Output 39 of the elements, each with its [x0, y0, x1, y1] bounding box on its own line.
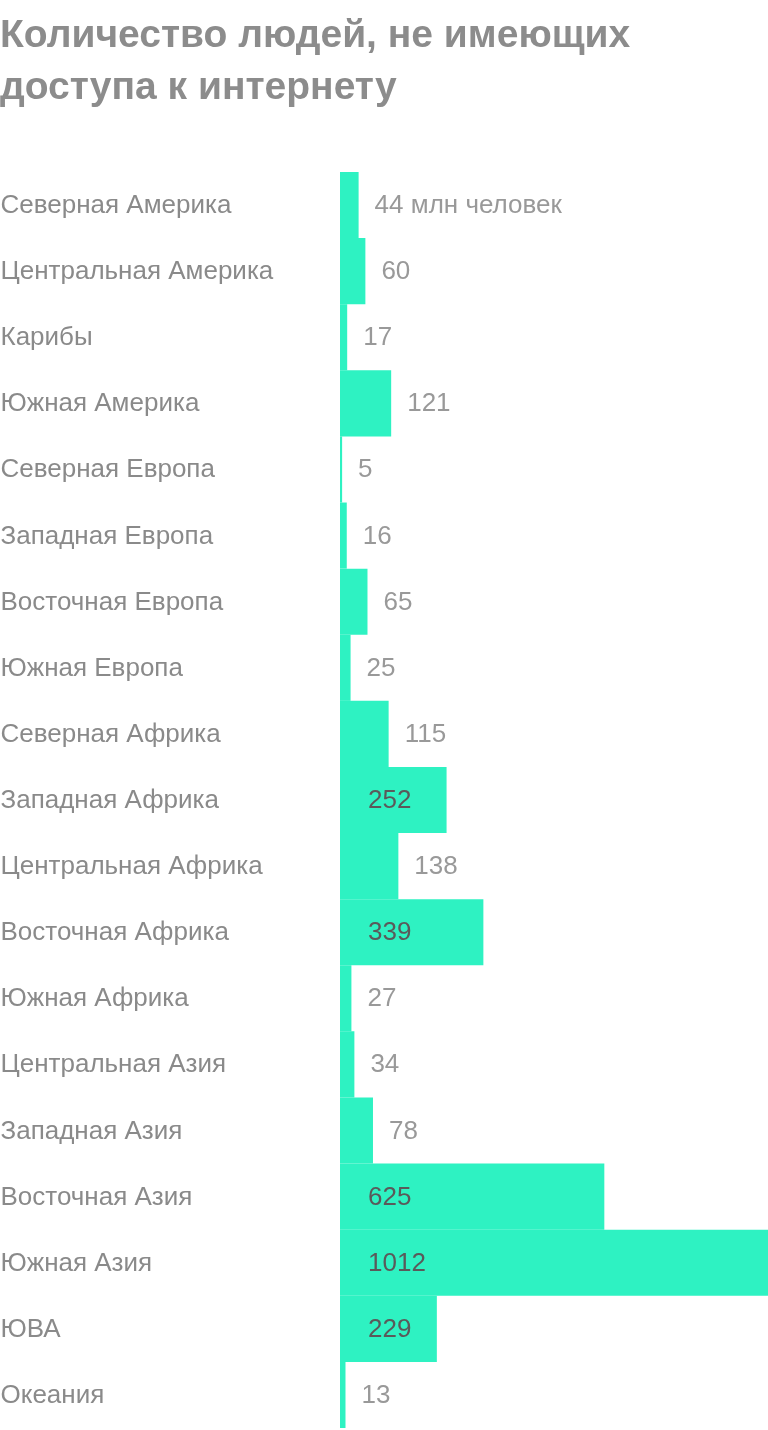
y-tick-label: Южная Америка: [0, 387, 200, 418]
y-tick-label: Северная Африка: [0, 717, 222, 748]
y-tick-label: Океания: [0, 1378, 105, 1409]
y-tick-label: Южная Европа: [0, 651, 184, 682]
chart-title: Количество людей, не имеющих доступа к интернету: [0, 11, 632, 109]
y-tick-label: Северная Европа: [0, 453, 216, 484]
data-label: 60: [381, 255, 411, 286]
y-tick-label: Восточная Европа: [0, 585, 224, 616]
data-label: 16: [362, 519, 392, 550]
y-tick-label: Карибы: [0, 321, 93, 352]
data-label: 44 млн человек: [374, 189, 563, 220]
data-label: 78: [388, 1114, 418, 1145]
data-label: 229: [368, 1312, 412, 1343]
data-label: 121: [407, 387, 451, 418]
y-tick-label: Центральная Азия: [0, 1048, 227, 1079]
data-label: 252: [368, 784, 412, 814]
data-label: 13: [361, 1378, 391, 1409]
data-label: 115: [404, 717, 447, 748]
data-label: 5: [358, 453, 373, 484]
y-tick-label: Северная Америка: [0, 189, 232, 220]
data-label: 34: [370, 1048, 400, 1079]
y-tick-label: Западная Европа: [0, 519, 214, 550]
y-tick-label: Восточная Африка: [0, 916, 230, 947]
data-label: 1012: [368, 1246, 426, 1277]
y-tick-label: Западная Азия: [0, 1114, 183, 1145]
data-label: 17: [363, 321, 393, 352]
y-tick-label: Южная Африка: [0, 982, 190, 1013]
y-tick-label: Центральная Америка: [0, 255, 274, 286]
y-tick-label: Западная Африка: [0, 784, 220, 814]
data-label: 65: [383, 585, 413, 616]
data-label: 339: [368, 916, 412, 947]
y-tick-label: Южная Азия: [0, 1246, 153, 1277]
data-label: 25: [366, 651, 396, 682]
y-tick-label: ЮВА: [0, 1312, 62, 1343]
y-tick-label: Центральная Африка: [0, 850, 264, 881]
data-label: 27: [367, 982, 397, 1013]
data-label: 138: [414, 850, 458, 881]
data-label: 625: [368, 1180, 412, 1211]
y-tick-label: Восточная Азия: [0, 1180, 193, 1211]
